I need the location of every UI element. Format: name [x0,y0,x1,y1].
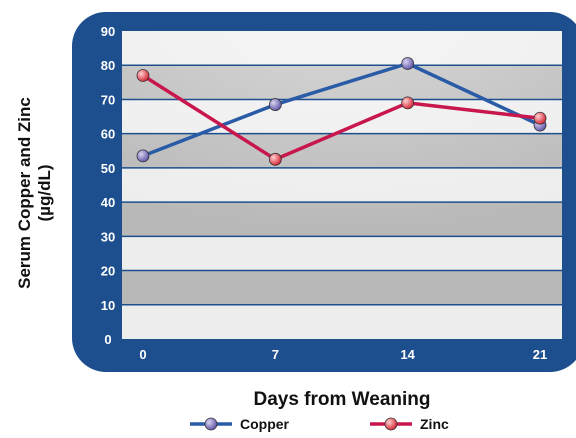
data-point-zinc [401,96,415,110]
y-axis-label-line2: (µg/dL) [35,165,54,222]
y-tick-labels: 0 10 20 30 40 50 60 70 80 90 [101,24,115,347]
y-tick-label: 20 [101,264,115,279]
y-axis-label-line1: Serum Copper and Zinc [15,97,34,289]
series-layer [136,57,547,166]
x-tick-label: 7 [272,347,279,362]
data-point-copper [136,149,150,163]
x-tick-labels: 0 7 14 21 [139,347,547,362]
y-tick-label: 50 [101,161,115,176]
y-tick-label: 40 [101,195,115,210]
plot-band [122,236,562,271]
y-tick-label: 90 [101,24,115,39]
data-point-zinc [136,69,150,82]
data-point-copper [401,57,415,70]
plot-band [122,270,562,305]
legend-label-zinc: Zinc [420,416,449,432]
y-tick-label: 10 [101,298,115,313]
x-axis-label: Days from Weaning [253,389,430,410]
data-point-copper [268,98,282,111]
y-tick-label: 70 [101,92,115,107]
y-tick-label: 80 [101,58,115,73]
legend-marker-copper [204,417,218,431]
plot-band [122,304,562,339]
data-point-zinc [268,152,282,166]
series-line-copper [142,61,541,158]
x-tick-label: 21 [533,347,547,362]
legend: Copper Zinc [190,416,449,432]
series-line-zinc [142,74,541,162]
x-tick-label: 0 [139,347,146,362]
y-tick-label: 0 [104,332,111,347]
y-tick-label: 60 [101,127,115,142]
legend-marker-zinc [384,417,398,431]
legend-label-copper: Copper [240,416,290,432]
y-tick-label: 30 [101,229,115,244]
x-tick-label: 14 [400,347,415,362]
data-point-zinc [533,111,547,125]
